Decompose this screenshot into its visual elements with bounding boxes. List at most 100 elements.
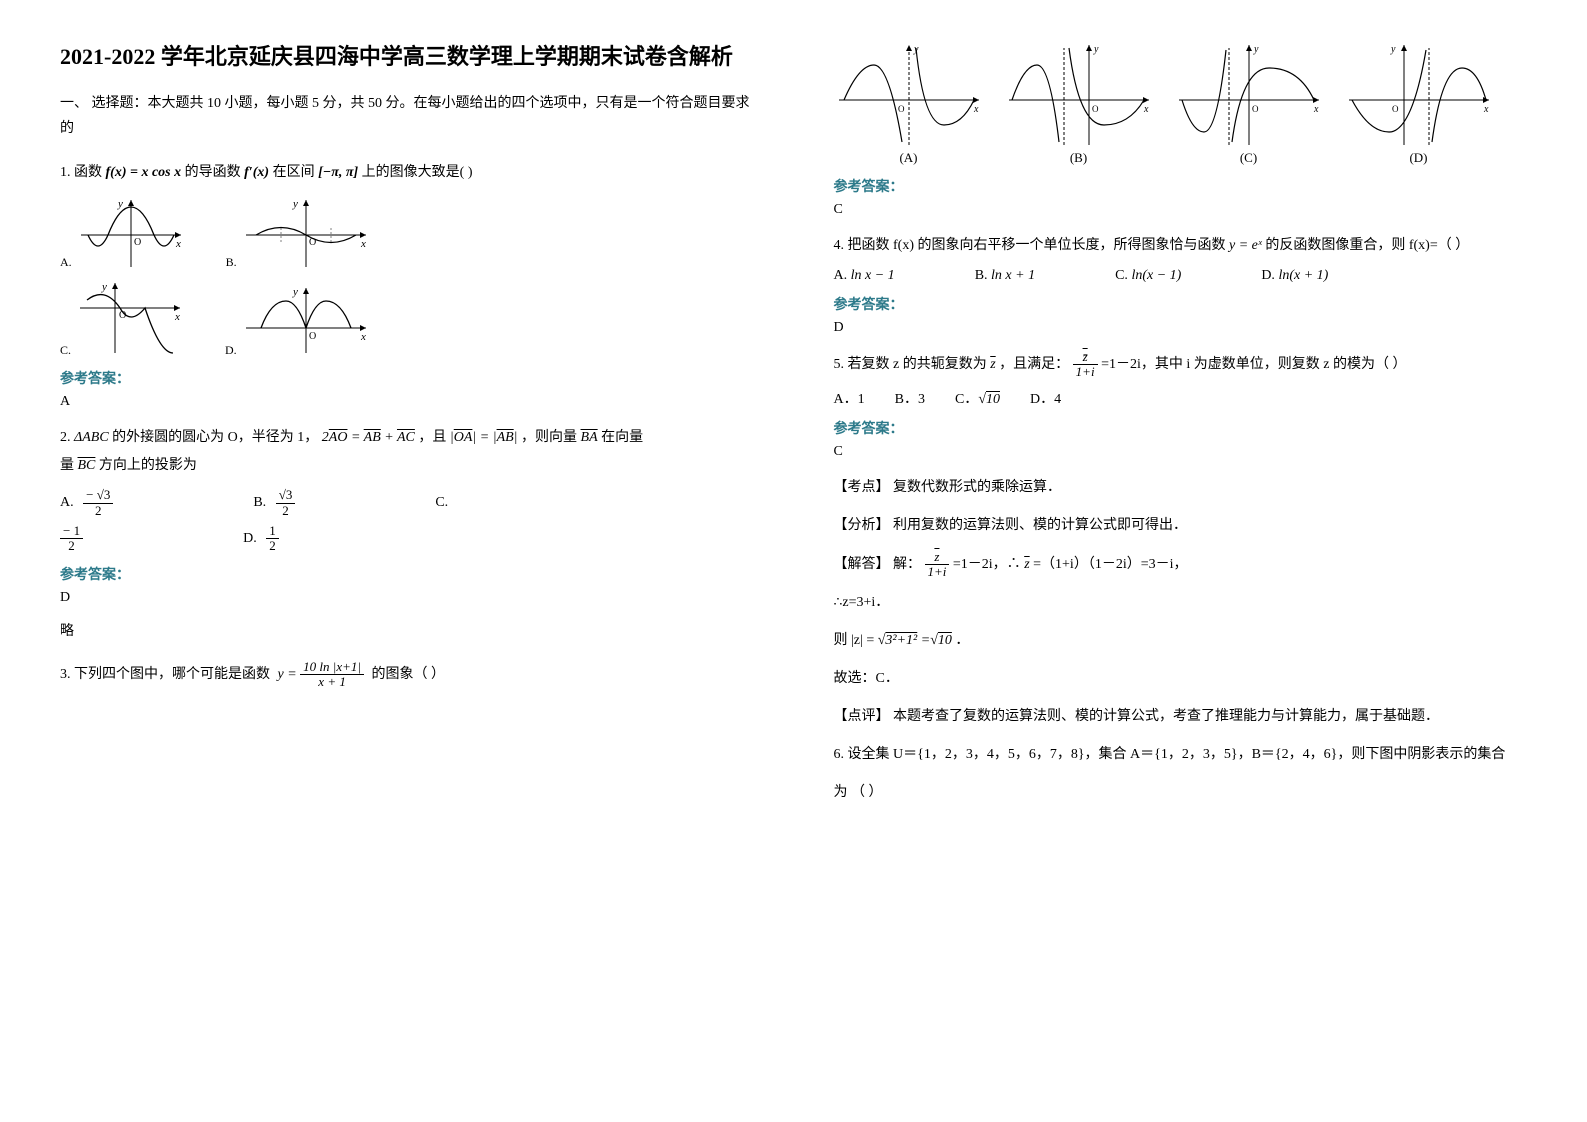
q4-opt-a-label: A. — [834, 268, 848, 283]
svg-text:x: x — [175, 238, 181, 250]
q1-stem-a: 1. 函数 — [60, 165, 102, 180]
q5-opt-b: B．3 — [895, 388, 925, 408]
q2-answer-label: 参考答案： — [60, 564, 754, 584]
q5-opt-a: A．1 — [834, 388, 865, 408]
question-1: 1. 函数 f(x) = x cos x 的导函数 f′(x) 在区间 [−π,… — [60, 159, 754, 187]
q2-opt-c-label: C. — [435, 495, 448, 510]
q2-stem-c: ，且 — [418, 430, 446, 445]
q3-stem-a: 3. 下列四个图中，哪个可能是函数 — [60, 667, 270, 682]
q2-stem-d: ，则向量 — [521, 430, 577, 445]
q2-opt-c-value: − 12 — [60, 524, 83, 554]
q2-ba: BA — [581, 430, 598, 445]
q2-answer: D — [60, 590, 754, 606]
q4-opt-b-label: B. — [975, 268, 988, 283]
q5-answer-label: 参考答案： — [834, 418, 1528, 438]
q6-stem-a: 6. 设全集 U＝{1，2，3，4，5，6，7，8}，集合 A＝{1，2，3，5… — [834, 747, 1506, 762]
q5-dianping: 【点评】 本题考查了复数的运算法则、模的计算公式，考查了推理能力与计算能力，属于… — [834, 703, 1528, 731]
q2-options-row2: − 12 D. 12 — [60, 524, 754, 554]
q5-frac: z̄ 1+i — [1073, 350, 1098, 380]
q5-stem-b: ，且满足： — [999, 357, 1069, 372]
svg-text:y: y — [117, 198, 123, 210]
question-2: 2. ΔABC 的外接圆的圆心为 O，半径为 1， 2AO = AB + AC … — [60, 424, 754, 480]
q5-opt-c-value: √10 — [978, 392, 1000, 407]
q1-graphs-row2: C. x y O D. — [60, 278, 754, 358]
svg-text:O: O — [1092, 104, 1099, 114]
q2-opt-a-label: A. — [60, 495, 74, 510]
q2-triangle: ΔABC — [74, 430, 109, 445]
q2-stem-a: 2. — [60, 430, 74, 445]
q3-answer-label: 参考答案： — [834, 176, 1528, 196]
q3-stem-b: 的图象（ ） — [371, 667, 445, 682]
svg-text:O: O — [898, 104, 905, 114]
q3-graph-b: x y O — [1004, 40, 1154, 150]
q1-graph-c: x y O — [75, 278, 185, 358]
q5-answer: C — [834, 444, 1528, 460]
q1-stem-b: 的导函数 — [185, 165, 241, 180]
svg-text:x: x — [174, 311, 180, 323]
q5-options: A．1 B．3 C．√10 D．4 — [834, 388, 1528, 408]
svg-text:O: O — [134, 237, 141, 248]
q5-jd-a: 解： — [893, 557, 921, 572]
q2-stem-b: 的外接圆的圆心为 O，半径为 1， — [112, 430, 318, 445]
q4-options: A. ln x − 1 B. ln x + 1 C. ln(x − 1) D. … — [834, 268, 1528, 284]
q2-stem-f: 方向上的投影为 — [99, 458, 197, 473]
q6-stem-line2: 为 （ ） — [834, 779, 1528, 807]
q2-opt-b-value: √32 — [276, 488, 296, 518]
q5-stem-c: =1－2i，其中 i 为虚数单位，则复数 z 的模为（ ） — [1101, 357, 1406, 372]
q2-opt-a-value: − √32 — [83, 488, 113, 518]
q2-opt-d-value: 12 — [266, 524, 279, 554]
svg-text:y: y — [292, 286, 298, 298]
q4-answer: D — [834, 320, 1528, 336]
q5-jd-sqrt: √3²+1² — [878, 633, 918, 648]
q2-opt-d-label: D. — [243, 531, 257, 546]
q4-stem-b: 的反函数图像重合，则 f(x)=（ ） — [1265, 238, 1469, 253]
q1-opt-a-label: A. — [60, 255, 72, 270]
q4-opt-b: ln x + 1 — [991, 268, 1035, 283]
q3-label-a: (A) — [834, 150, 984, 166]
q3-graphs: x y O (A) x y O (B) — [834, 40, 1528, 166]
q2-eq1: 2AO = AB + AC — [322, 430, 415, 445]
svg-text:x: x — [973, 104, 979, 115]
question-3: 3. 下列四个图中，哪个可能是函数 y = 10 ln |x+1| x + 1 … — [60, 660, 754, 690]
q5-jieda: 【解答】 解： z 1+i =1－2i，∴ z =（1+i）（1－2i）=3－i… — [834, 550, 1528, 580]
svg-text:y: y — [1093, 44, 1099, 55]
q4-opt-c: ln(x − 1) — [1131, 268, 1181, 283]
q3-graph-d: x y O — [1344, 40, 1494, 150]
q2-extra: 略 — [60, 620, 754, 640]
q5-jd-frac: z 1+i — [925, 550, 950, 580]
q4-opt-d-label: D. — [1261, 268, 1275, 283]
q4-opt-c-label: C. — [1115, 268, 1128, 283]
q2-options-row1: A. − √32 B. √32 C. — [60, 488, 754, 518]
q5-jd-b: =1－2i，∴ — [953, 557, 1024, 572]
q4-yex: y = eˣ — [1229, 238, 1262, 253]
q5-jd-c: =（1+i）（1－2i）=3－i， — [1033, 557, 1187, 572]
q3-label-d: (D) — [1344, 150, 1494, 166]
q2-eq2: |OA| = |AB| — [450, 430, 518, 445]
question-6: 6. 设全集 U＝{1，2，3，4，5，6，7，8}，集合 A＝{1，2，3，5… — [834, 741, 1528, 769]
q1-graph-a: x y O — [76, 195, 186, 270]
page-title: 2021-2022 学年北京延庆县四海中学高三数学理上学期期末试卷含解析 — [60, 40, 754, 73]
q1-graphs-row1: A. x y O B. — [60, 195, 754, 270]
q1-opt-c-label: C. — [60, 343, 71, 358]
question-4: 4. 把函数 f(x) 的图象向右平移一个单位长度，所得图象恰与函数 y = e… — [834, 232, 1528, 260]
q1-opt-b-label: B. — [226, 255, 237, 270]
q5-jd-label: 【解答】 — [834, 557, 890, 572]
svg-text:x: x — [360, 238, 366, 250]
svg-text:O: O — [309, 331, 316, 342]
q5-dp-text: 本题考查了复数的运算法则、模的计算公式，考查了推理能力与计算能力，属于基础题． — [893, 709, 1439, 724]
q5-dp-label: 【点评】 — [834, 709, 890, 724]
q5-jd-e: 则 |z| = — [834, 633, 875, 648]
q4-stem-a: 4. 把函数 f(x) 的图象向右平移一个单位长度，所得图象恰与函数 — [834, 238, 1226, 253]
svg-text:x: x — [1313, 104, 1319, 115]
q2-opt-b-label: B. — [253, 495, 266, 510]
q1-answer: A — [60, 394, 754, 410]
q5-jd-eq: =√10 — [921, 633, 952, 648]
q5-jd-line2: ∴z=3+i． — [834, 589, 1528, 617]
q1-graph-b: x y O — [241, 195, 371, 270]
q5-fx-label: 【分析】 — [834, 518, 890, 533]
q5-fx-text: 利用复数的运算法则、模的计算公式即可得出． — [893, 518, 1187, 533]
q5-zbar: z — [990, 357, 995, 372]
q1-stem-d: 上的图像大致是( ) — [362, 165, 473, 180]
svg-text:x: x — [360, 331, 366, 343]
q1-interval: [−π, π] — [318, 165, 358, 180]
